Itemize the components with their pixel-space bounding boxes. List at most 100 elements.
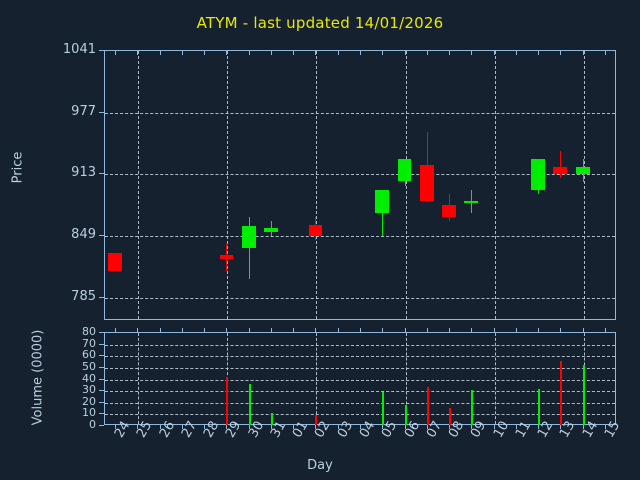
volume-top-tick bbox=[337, 328, 339, 333]
chart-title: ATYM - last updated 14/01/2026 bbox=[196, 14, 444, 32]
price-top-tick bbox=[560, 50, 562, 55]
volume-gridline bbox=[105, 402, 615, 404]
price-top-tick bbox=[159, 50, 161, 55]
price-gridline bbox=[105, 236, 615, 238]
price-tick-mark bbox=[99, 50, 104, 51]
volume-bottom-tick bbox=[293, 424, 295, 429]
volume-tick-mark bbox=[99, 366, 104, 368]
day-gridline bbox=[583, 51, 585, 319]
volume-tick-label: 40 bbox=[82, 371, 96, 385]
day-gridline bbox=[138, 51, 140, 319]
candle-body bbox=[241, 226, 256, 248]
price-top-tick bbox=[604, 50, 606, 55]
volume-bar bbox=[471, 390, 473, 425]
volume-top-tick bbox=[560, 328, 562, 333]
volume-bar bbox=[382, 392, 384, 425]
price-top-tick bbox=[226, 50, 228, 55]
volume-tick-mark bbox=[99, 401, 104, 403]
price-tick-mark bbox=[99, 235, 104, 237]
volume-bottom-tick bbox=[515, 424, 517, 429]
price-top-tick bbox=[449, 50, 451, 55]
price-top-tick bbox=[360, 50, 361, 55]
day-gridline bbox=[494, 51, 496, 319]
volume-top-tick bbox=[538, 328, 540, 333]
candle-body bbox=[464, 201, 479, 204]
volume-bottom-tick bbox=[404, 424, 406, 429]
volume-tick-mark bbox=[99, 390, 104, 392]
volume-top-tick bbox=[226, 328, 228, 333]
volume-bar bbox=[405, 405, 407, 425]
price-top-tick bbox=[337, 50, 339, 55]
price-top-tick bbox=[181, 50, 183, 55]
volume-tick-mark bbox=[99, 332, 104, 333]
volume-top-tick bbox=[404, 328, 406, 333]
volume-tick-label: 0 bbox=[89, 418, 96, 431]
volume-top-tick bbox=[604, 328, 606, 333]
volume-gridline bbox=[105, 344, 615, 346]
candle-body bbox=[442, 205, 456, 217]
volume-tick-label: 70 bbox=[82, 336, 96, 350]
volume-bottom-tick bbox=[270, 424, 272, 429]
price-top-tick bbox=[137, 50, 139, 55]
volume-top-tick bbox=[204, 328, 206, 333]
volume-bottom-tick bbox=[248, 424, 250, 429]
volume-bar bbox=[449, 407, 451, 425]
volume-bottom-tick bbox=[538, 424, 540, 429]
volume-bottom-tick bbox=[449, 424, 451, 429]
volume-day-gridline bbox=[405, 333, 407, 424]
volume-bottom-tick bbox=[204, 424, 206, 429]
volume-top-tick bbox=[471, 328, 473, 333]
candle-body bbox=[531, 158, 545, 190]
price-top-tick bbox=[115, 50, 117, 55]
day-gridline bbox=[316, 51, 318, 319]
price-top-tick bbox=[493, 50, 495, 55]
volume-gridline bbox=[105, 356, 615, 358]
price-top-tick bbox=[515, 50, 517, 55]
day-gridline bbox=[227, 51, 229, 319]
volume-top-tick bbox=[293, 328, 295, 333]
price-tick-mark bbox=[99, 111, 104, 113]
candle-wick bbox=[560, 151, 561, 179]
candle-body bbox=[219, 255, 234, 260]
volume-bottom-tick bbox=[226, 424, 228, 429]
volume-day-gridline bbox=[494, 333, 496, 424]
price-gridline bbox=[105, 297, 615, 299]
volume-top-tick bbox=[137, 328, 139, 333]
volume-tick-label: 30 bbox=[82, 383, 96, 397]
volume-bar bbox=[226, 377, 228, 425]
price-gridline bbox=[105, 112, 615, 114]
volume-bar bbox=[315, 414, 317, 425]
volume-tick-label: 50 bbox=[82, 359, 96, 373]
price-tick-label: 977 bbox=[71, 103, 96, 119]
volume-top-tick bbox=[315, 328, 317, 333]
x-axis-label: Day bbox=[307, 458, 333, 473]
volume-bottom-tick bbox=[360, 424, 361, 429]
volume-tick-label: 80 bbox=[82, 325, 96, 338]
day-gridline bbox=[405, 51, 407, 319]
volume-bottom-tick bbox=[426, 424, 428, 429]
volume-tick-label: 20 bbox=[82, 394, 96, 408]
candle-body bbox=[553, 166, 568, 175]
price-tick-mark bbox=[99, 173, 104, 175]
volume-bar bbox=[583, 364, 585, 425]
price-top-tick bbox=[582, 50, 584, 55]
volume-bar bbox=[560, 361, 562, 425]
candle-body bbox=[397, 158, 412, 182]
candle-body bbox=[575, 166, 590, 175]
candle-body bbox=[108, 253, 123, 271]
price-top-tick bbox=[315, 50, 317, 55]
price-top-tick bbox=[204, 50, 206, 55]
volume-top-tick bbox=[382, 328, 384, 333]
candle-wick bbox=[471, 189, 472, 213]
volume-tick-mark bbox=[99, 413, 104, 415]
volume-top-tick bbox=[449, 328, 451, 333]
volume-bottom-tick bbox=[115, 424, 117, 429]
candle-body bbox=[308, 224, 323, 237]
volume-bar bbox=[427, 386, 429, 425]
volume-day-gridline bbox=[138, 333, 140, 424]
volume-gridline bbox=[105, 414, 615, 416]
candle-wick bbox=[382, 189, 383, 237]
price-top-tick bbox=[538, 50, 540, 55]
volume-bottom-tick bbox=[137, 424, 139, 429]
volume-top-tick bbox=[115, 328, 117, 333]
